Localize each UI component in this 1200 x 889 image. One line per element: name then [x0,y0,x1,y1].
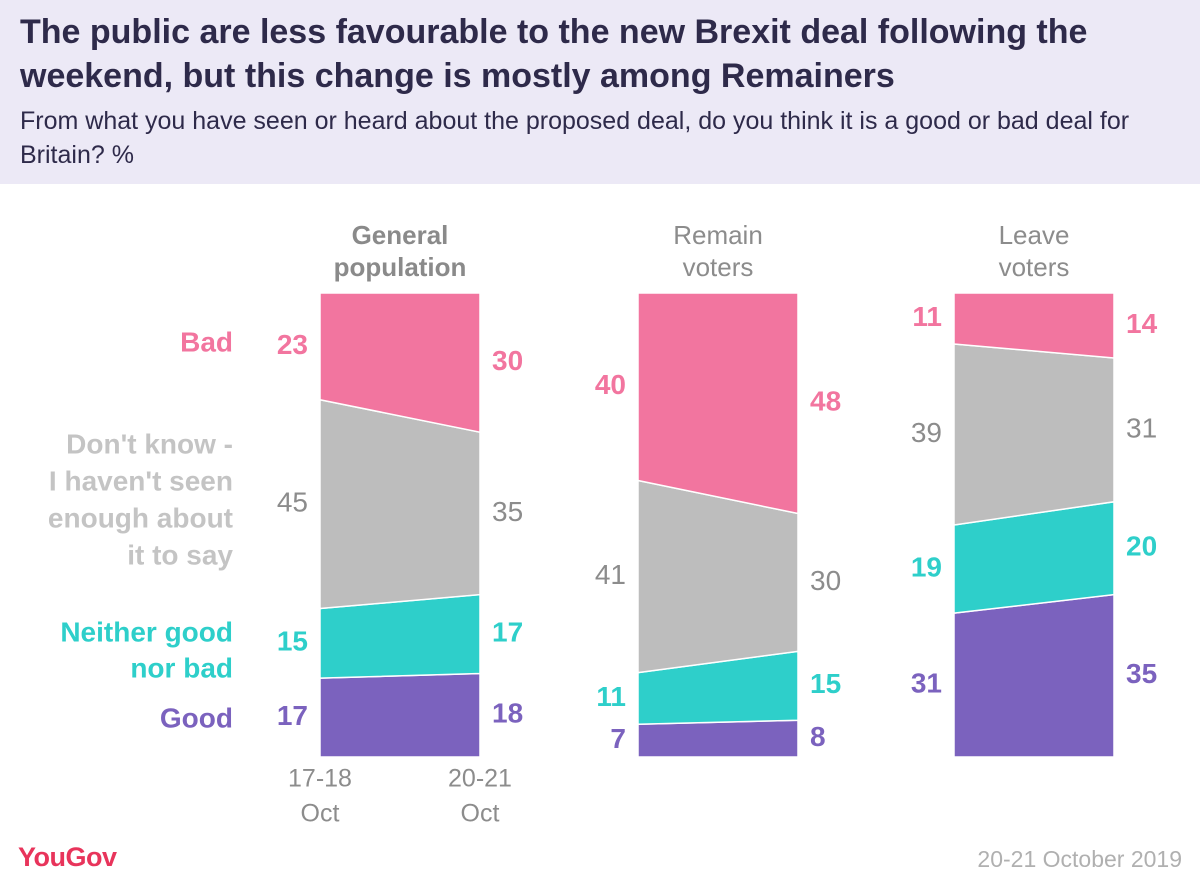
panel-header-general-population-line2: population [334,252,467,282]
chart-title: The public are less favourable to the ne… [20,13,1088,95]
legend-label-bad-line1: Bad [180,326,233,357]
area-general-population-good [319,672,481,758]
yougov-logo: YouGov [18,842,117,872]
data-label-general-population-bad-start: 23 [277,329,308,360]
data-label-general-population-good-start: 17 [277,700,308,731]
legend-label-don-line1: Don't know - [66,428,233,459]
area-leave-voters-bad [953,292,1115,359]
legend-label-don-line2: I haven't seen [49,465,233,496]
area-general-population-don [319,398,481,610]
area-leave-voters-good [953,593,1115,758]
legend-label-neither-line1: Neither good [60,616,233,647]
data-label-leave-voters-neither-end: 20 [1126,531,1157,562]
legend-label-don-line3: enough about [48,502,233,533]
area-leave-voters-don [953,343,1115,526]
data-label-leave-voters-don-end: 31 [1126,412,1157,443]
data-label-general-population-good-end: 18 [492,698,523,729]
header-band [0,0,1200,184]
data-label-general-population-don-start: 45 [277,487,308,518]
chart-subtitle: From what you have seen or heard about t… [20,107,1130,169]
data-label-leave-voters-don-start: 39 [911,417,942,448]
data-label-remain-voters-neither-start: 11 [596,681,626,712]
x-tick-label-1-line1: 17-18 [288,765,352,793]
data-label-general-population-don-end: 35 [492,496,523,527]
data-label-remain-voters-bad-end: 48 [810,386,841,417]
data-label-remain-voters-good-start: 7 [610,723,626,754]
panel-header-leave-voters-line1: Leave [999,220,1070,250]
area-remain-voters-bad [637,292,799,515]
footer-date: 20-21 October 2019 [977,846,1182,872]
data-label-general-population-neither-start: 15 [277,626,308,657]
data-label-leave-voters-bad-end: 14 [1126,308,1158,339]
area-general-population-bad [319,292,481,434]
x-tick-label-2-line1: 20-21 [448,765,512,793]
data-label-remain-voters-neither-end: 15 [810,668,841,699]
panel-header-remain-voters-line2: voters [683,252,754,282]
data-label-general-population-bad-end: 30 [492,345,523,376]
data-label-remain-voters-don-end: 30 [810,565,841,596]
data-label-remain-voters-bad-start: 40 [595,369,626,400]
data-label-remain-voters-don-start: 41 [595,559,626,590]
data-label-leave-voters-good-end: 35 [1126,658,1157,689]
data-label-leave-voters-neither-start: 19 [911,551,942,582]
legend-label-neither-line2: nor bad [130,652,233,683]
legend-label-good-line1: Good [160,702,233,733]
area-remain-voters-good [637,719,799,758]
panel-header-remain-voters-line1: Remain [673,220,763,250]
data-label-leave-voters-bad-start: 11 [912,301,942,332]
x-tick-label-2-line2: Oct [461,800,500,828]
data-label-remain-voters-good-end: 8 [810,721,826,752]
panel-header-general-population-line1: General [352,220,449,250]
panel-header-leave-voters-line2: voters [999,252,1070,282]
data-label-leave-voters-good-start: 31 [911,667,942,698]
legend-label-don-line4: it to say [127,539,233,570]
data-label-general-population-neither-end: 17 [492,616,523,647]
x-tick-label-1-line2: Oct [301,800,340,828]
